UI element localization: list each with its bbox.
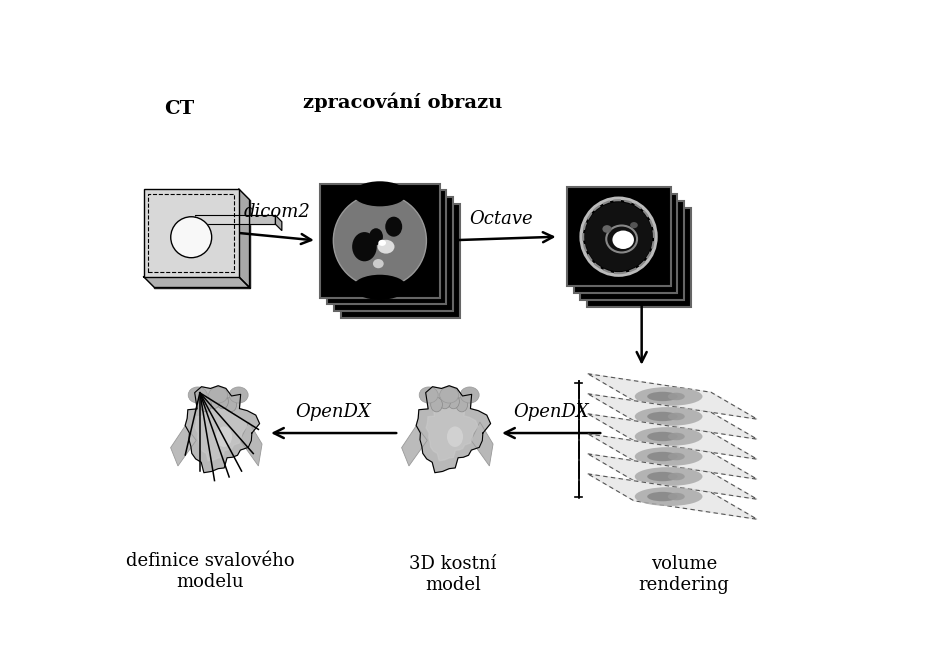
Ellipse shape	[200, 397, 211, 412]
Ellipse shape	[431, 397, 443, 412]
Text: CT: CT	[165, 101, 194, 118]
Ellipse shape	[229, 387, 248, 403]
Polygon shape	[426, 400, 478, 461]
Ellipse shape	[668, 433, 685, 440]
Polygon shape	[144, 277, 249, 288]
Ellipse shape	[447, 426, 463, 447]
Bar	[573, 194, 678, 293]
Polygon shape	[588, 414, 757, 459]
Ellipse shape	[419, 387, 438, 403]
Polygon shape	[185, 386, 259, 472]
Ellipse shape	[439, 394, 451, 409]
Bar	[320, 183, 440, 298]
Text: 3D kostní
model: 3D kostní model	[409, 555, 496, 593]
Ellipse shape	[668, 393, 685, 400]
Ellipse shape	[630, 222, 638, 228]
Ellipse shape	[456, 397, 468, 412]
Bar	[148, 194, 234, 272]
Ellipse shape	[634, 447, 703, 466]
Ellipse shape	[634, 487, 703, 506]
Ellipse shape	[634, 467, 703, 486]
Ellipse shape	[612, 231, 634, 249]
Ellipse shape	[647, 412, 678, 421]
Polygon shape	[155, 200, 249, 288]
Polygon shape	[471, 422, 493, 466]
Ellipse shape	[668, 493, 685, 501]
Ellipse shape	[616, 234, 626, 243]
Text: OpenDX: OpenDX	[513, 403, 589, 420]
Ellipse shape	[585, 202, 652, 271]
Ellipse shape	[668, 473, 685, 480]
Ellipse shape	[634, 427, 703, 446]
Ellipse shape	[378, 240, 394, 254]
Ellipse shape	[208, 387, 228, 403]
Ellipse shape	[225, 397, 237, 412]
Ellipse shape	[217, 394, 229, 409]
Ellipse shape	[379, 240, 386, 246]
Ellipse shape	[447, 394, 459, 409]
Ellipse shape	[333, 194, 426, 287]
Polygon shape	[275, 215, 282, 231]
Ellipse shape	[634, 387, 703, 406]
Text: dicom2: dicom2	[244, 202, 310, 221]
Ellipse shape	[668, 453, 685, 461]
Polygon shape	[588, 474, 757, 519]
Polygon shape	[144, 189, 239, 277]
Ellipse shape	[647, 432, 678, 442]
Ellipse shape	[216, 426, 232, 447]
Ellipse shape	[385, 217, 402, 237]
Ellipse shape	[352, 232, 377, 261]
Ellipse shape	[647, 392, 678, 401]
Ellipse shape	[603, 225, 612, 233]
Text: definice svalového
modelu: definice svalového modelu	[126, 553, 294, 591]
Circle shape	[170, 217, 212, 258]
Polygon shape	[416, 386, 491, 472]
Polygon shape	[239, 189, 249, 288]
Bar	[341, 204, 460, 318]
Bar	[567, 187, 670, 286]
Ellipse shape	[188, 387, 207, 403]
Text: OpenDX: OpenDX	[295, 403, 371, 420]
Bar	[581, 201, 684, 300]
Polygon shape	[588, 454, 757, 499]
Polygon shape	[402, 426, 427, 466]
Text: Octave: Octave	[469, 210, 532, 228]
Ellipse shape	[369, 228, 383, 245]
Ellipse shape	[460, 387, 479, 403]
Ellipse shape	[373, 259, 383, 268]
Bar	[587, 208, 692, 307]
Polygon shape	[194, 215, 275, 224]
Ellipse shape	[647, 472, 678, 482]
Text: zpracování obrazu: zpracování obrazu	[304, 93, 503, 112]
Ellipse shape	[647, 452, 678, 461]
Polygon shape	[195, 400, 247, 461]
Ellipse shape	[634, 407, 703, 426]
Text: volume
rendering: volume rendering	[639, 555, 730, 593]
Polygon shape	[240, 422, 262, 466]
Ellipse shape	[668, 413, 685, 420]
Polygon shape	[170, 426, 196, 466]
Bar	[334, 197, 454, 311]
Ellipse shape	[353, 275, 407, 300]
Polygon shape	[588, 394, 757, 439]
Polygon shape	[588, 434, 757, 479]
Ellipse shape	[647, 492, 678, 501]
Ellipse shape	[353, 181, 407, 206]
Bar	[327, 191, 446, 304]
Polygon shape	[588, 374, 757, 419]
Ellipse shape	[208, 394, 219, 409]
Ellipse shape	[440, 387, 458, 403]
